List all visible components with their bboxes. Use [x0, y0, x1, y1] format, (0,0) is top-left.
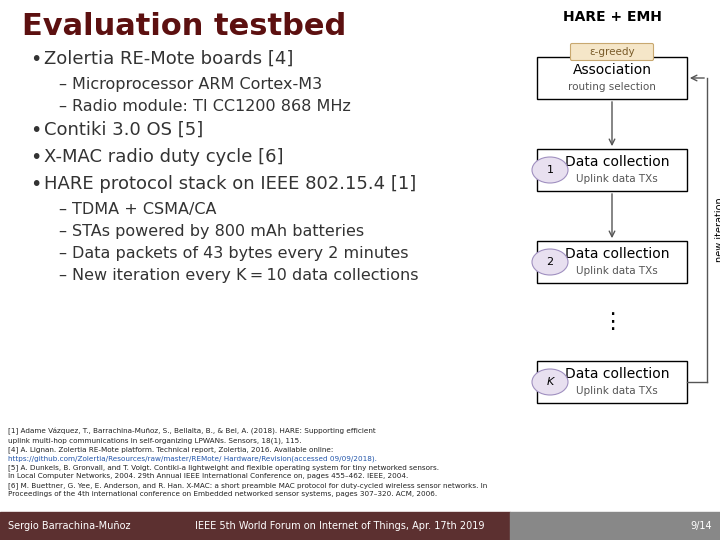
Text: •: •	[30, 121, 41, 140]
Text: •: •	[30, 50, 41, 69]
Ellipse shape	[532, 249, 568, 275]
Text: •: •	[30, 175, 41, 194]
Text: Data collection: Data collection	[564, 155, 670, 169]
Text: [5] A. Dunkels, B. Gronvall, and T. Voigt. Contiki-a lightweight and flexible op: [5] A. Dunkels, B. Gronvall, and T. Voig…	[8, 464, 439, 471]
Text: 1: 1	[546, 165, 554, 175]
Text: HARE + EMH: HARE + EMH	[562, 10, 662, 24]
Ellipse shape	[532, 369, 568, 395]
Text: Microprocessor ARM Cortex-M3: Microprocessor ARM Cortex-M3	[72, 77, 322, 92]
Bar	[537, 149, 687, 191]
Text: routing selection: routing selection	[568, 82, 656, 92]
Text: Association: Association	[572, 63, 652, 77]
Text: K: K	[546, 377, 554, 387]
Text: Data packets of 43 bytes every 2 minutes: Data packets of 43 bytes every 2 minutes	[72, 246, 408, 261]
Text: X-MAC radio duty cycle [6]: X-MAC radio duty cycle [6]	[44, 148, 284, 166]
Text: Uplink data TXs: Uplink data TXs	[576, 386, 658, 396]
Text: 2: 2	[546, 257, 554, 267]
Text: •: •	[30, 148, 41, 167]
Bar	[510, 512, 720, 540]
Text: Evaluation testbed: Evaluation testbed	[22, 12, 346, 41]
Bar	[537, 241, 687, 283]
Text: Uplink data TXs: Uplink data TXs	[576, 266, 658, 276]
Text: https://github.com/Zolertia/Resources/raw/master/REMote/ Hardware/Revision(acces: https://github.com/Zolertia/Resources/ra…	[8, 455, 377, 462]
Text: [6] M. Buettner, G. Yee, E. Anderson, and R. Han. X-MAC: a short preamble MAC pr: [6] M. Buettner, G. Yee, E. Anderson, an…	[8, 482, 487, 489]
Bar	[537, 361, 687, 403]
Text: STAs powered by 800 mAh batteries: STAs powered by 800 mAh batteries	[72, 224, 364, 239]
Text: uplink multi-hop communications in self-organizing LPWANs. Sensors, 18(1), 115.: uplink multi-hop communications in self-…	[8, 437, 302, 443]
Text: In Local Computer Networks, 2004. 29th Annual IEEE International Conference on, : In Local Computer Networks, 2004. 29th A…	[8, 473, 408, 479]
Text: Radio module: TI CC1200 868 MHz: Radio module: TI CC1200 868 MHz	[72, 99, 351, 114]
Text: –: –	[58, 246, 66, 261]
Text: [1] Adame Vázquez, T., Barrachina-Muñoz, S., Bellalta, B., & Bel, A. (2018). HAR: [1] Adame Vázquez, T., Barrachina-Muñoz,…	[8, 428, 376, 435]
Text: 9/14: 9/14	[690, 521, 712, 531]
Bar	[0, 512, 510, 540]
Text: IEEE 5th World Forum on Internet of Things, Apr. 17th 2019: IEEE 5th World Forum on Internet of Thin…	[195, 521, 485, 531]
Text: –: –	[58, 202, 66, 217]
Text: –: –	[58, 99, 66, 114]
Bar	[537, 57, 687, 99]
Text: –: –	[58, 77, 66, 92]
Text: Proceedings of the 4th international conference on Embedded networked sensor sys: Proceedings of the 4th international con…	[8, 491, 437, 497]
Text: –: –	[58, 268, 66, 283]
Text: Sergio Barrachina-Muñoz: Sergio Barrachina-Muñoz	[8, 521, 130, 531]
Text: Contiki 3.0 OS [5]: Contiki 3.0 OS [5]	[44, 121, 203, 139]
Text: [4] A. Lignan. Zolertia RE-Mote platform. Technical report, Zolertia, 2016. Avai: [4] A. Lignan. Zolertia RE-Mote platform…	[8, 446, 333, 453]
Text: New iteration every K = 10 data collections: New iteration every K = 10 data collecti…	[72, 268, 418, 283]
Text: ε-greedy: ε-greedy	[589, 47, 635, 57]
Ellipse shape	[532, 157, 568, 183]
Text: Zolertia RE-Mote boards [4]: Zolertia RE-Mote boards [4]	[44, 50, 293, 68]
Text: new iteration: new iteration	[715, 198, 720, 262]
Text: Data collection: Data collection	[564, 367, 670, 381]
Text: Data collection: Data collection	[564, 247, 670, 261]
Text: TDMA + CSMA/CA: TDMA + CSMA/CA	[72, 202, 217, 217]
Text: –: –	[58, 224, 66, 239]
Text: ⋮: ⋮	[601, 312, 623, 332]
Text: HARE protocol stack on IEEE 802.15.4 [1]: HARE protocol stack on IEEE 802.15.4 [1]	[44, 175, 416, 193]
FancyBboxPatch shape	[570, 44, 654, 60]
Text: Uplink data TXs: Uplink data TXs	[576, 174, 658, 184]
